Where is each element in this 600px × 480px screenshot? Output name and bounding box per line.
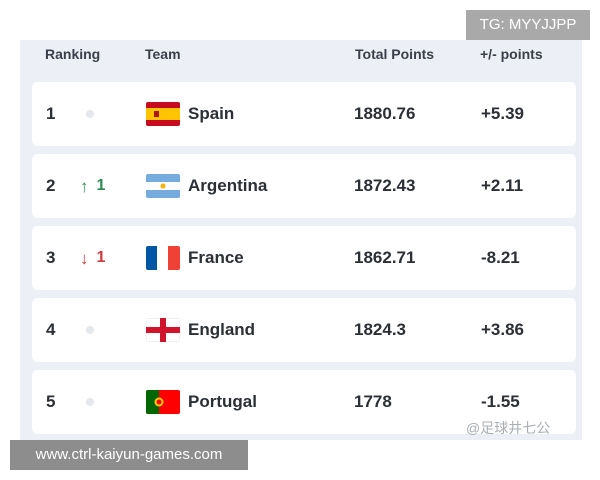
rank-number: 1 [46,104,56,123]
ranking-column-header: Ranking [45,46,101,62]
ranking-row[interactable]: 1 Spain 1880.76 +5.39 [32,82,576,146]
rank-number: 4 [46,320,56,339]
team-column-header: Team [145,46,181,62]
ranking-row[interactable]: 4 England 1824.3 +3.86 [32,298,576,362]
points-change-value: -1.55 [481,392,520,411]
total-points-value: 1778 [354,392,392,411]
team-name: Spain [188,104,235,123]
total-points-value: 1824.3 [354,320,406,339]
rank-movement-value: 1 [96,249,106,266]
points-change-value: +3.86 [481,320,525,339]
rank-movement-neutral [80,103,120,125]
rank-movement-neutral [80,391,120,413]
arrow-up-icon: ↑ [80,176,89,196]
team-name: England [188,320,256,339]
plus-minus-column-header: +/- points [480,46,543,62]
argentina-flag-icon [146,174,180,198]
unchanged-dot-icon [86,398,94,406]
rankings-header: Ranking Team Total Points +/- points [20,40,582,72]
total-points-column-header: Total Points [355,46,435,62]
total-points-value: 1862.71 [354,248,416,267]
rank-movement-up: ↑ 1 [80,175,120,197]
team-name: Argentina [188,176,268,195]
ranking-row[interactable]: 3 ↓ 1 France 1862.71 -8.21 [32,226,576,290]
rank-number: 2 [46,176,56,195]
unchanged-dot-icon [86,110,94,118]
total-points-value: 1872.43 [354,176,416,195]
ranking-row[interactable]: 5 Portugal 1778 -1.55 [32,370,576,434]
weibo-watermark: @足球井七公 [466,420,551,436]
arrow-down-icon: ↓ [80,248,89,268]
rank-number: 5 [46,392,56,411]
rank-movement-neutral [80,319,120,341]
unchanged-dot-icon [86,326,94,334]
points-change-value: +5.39 [481,104,525,123]
spain-flag-icon [146,102,180,126]
rank-movement-value: 1 [96,177,106,194]
ranking-row[interactable]: 2 ↑ 1 Argentina 1872.43 +2.11 [32,154,576,218]
url-overlay-badge: www.ctrl-kaiyun-games.com [10,440,248,470]
england-flag-icon [146,318,180,342]
team-name: Portugal [188,392,257,411]
points-change-value: +2.11 [481,176,524,195]
points-change-value: -8.21 [481,248,520,267]
tg-overlay-badge: TG: MYYJJPP [466,10,590,40]
rank-movement-down: ↓ 1 [80,247,120,269]
france-flag-icon [146,246,180,270]
total-points-value: 1880.76 [354,104,416,123]
rank-number: 3 [46,248,56,267]
team-name: France [188,248,244,267]
portugal-flag-icon [146,390,180,414]
